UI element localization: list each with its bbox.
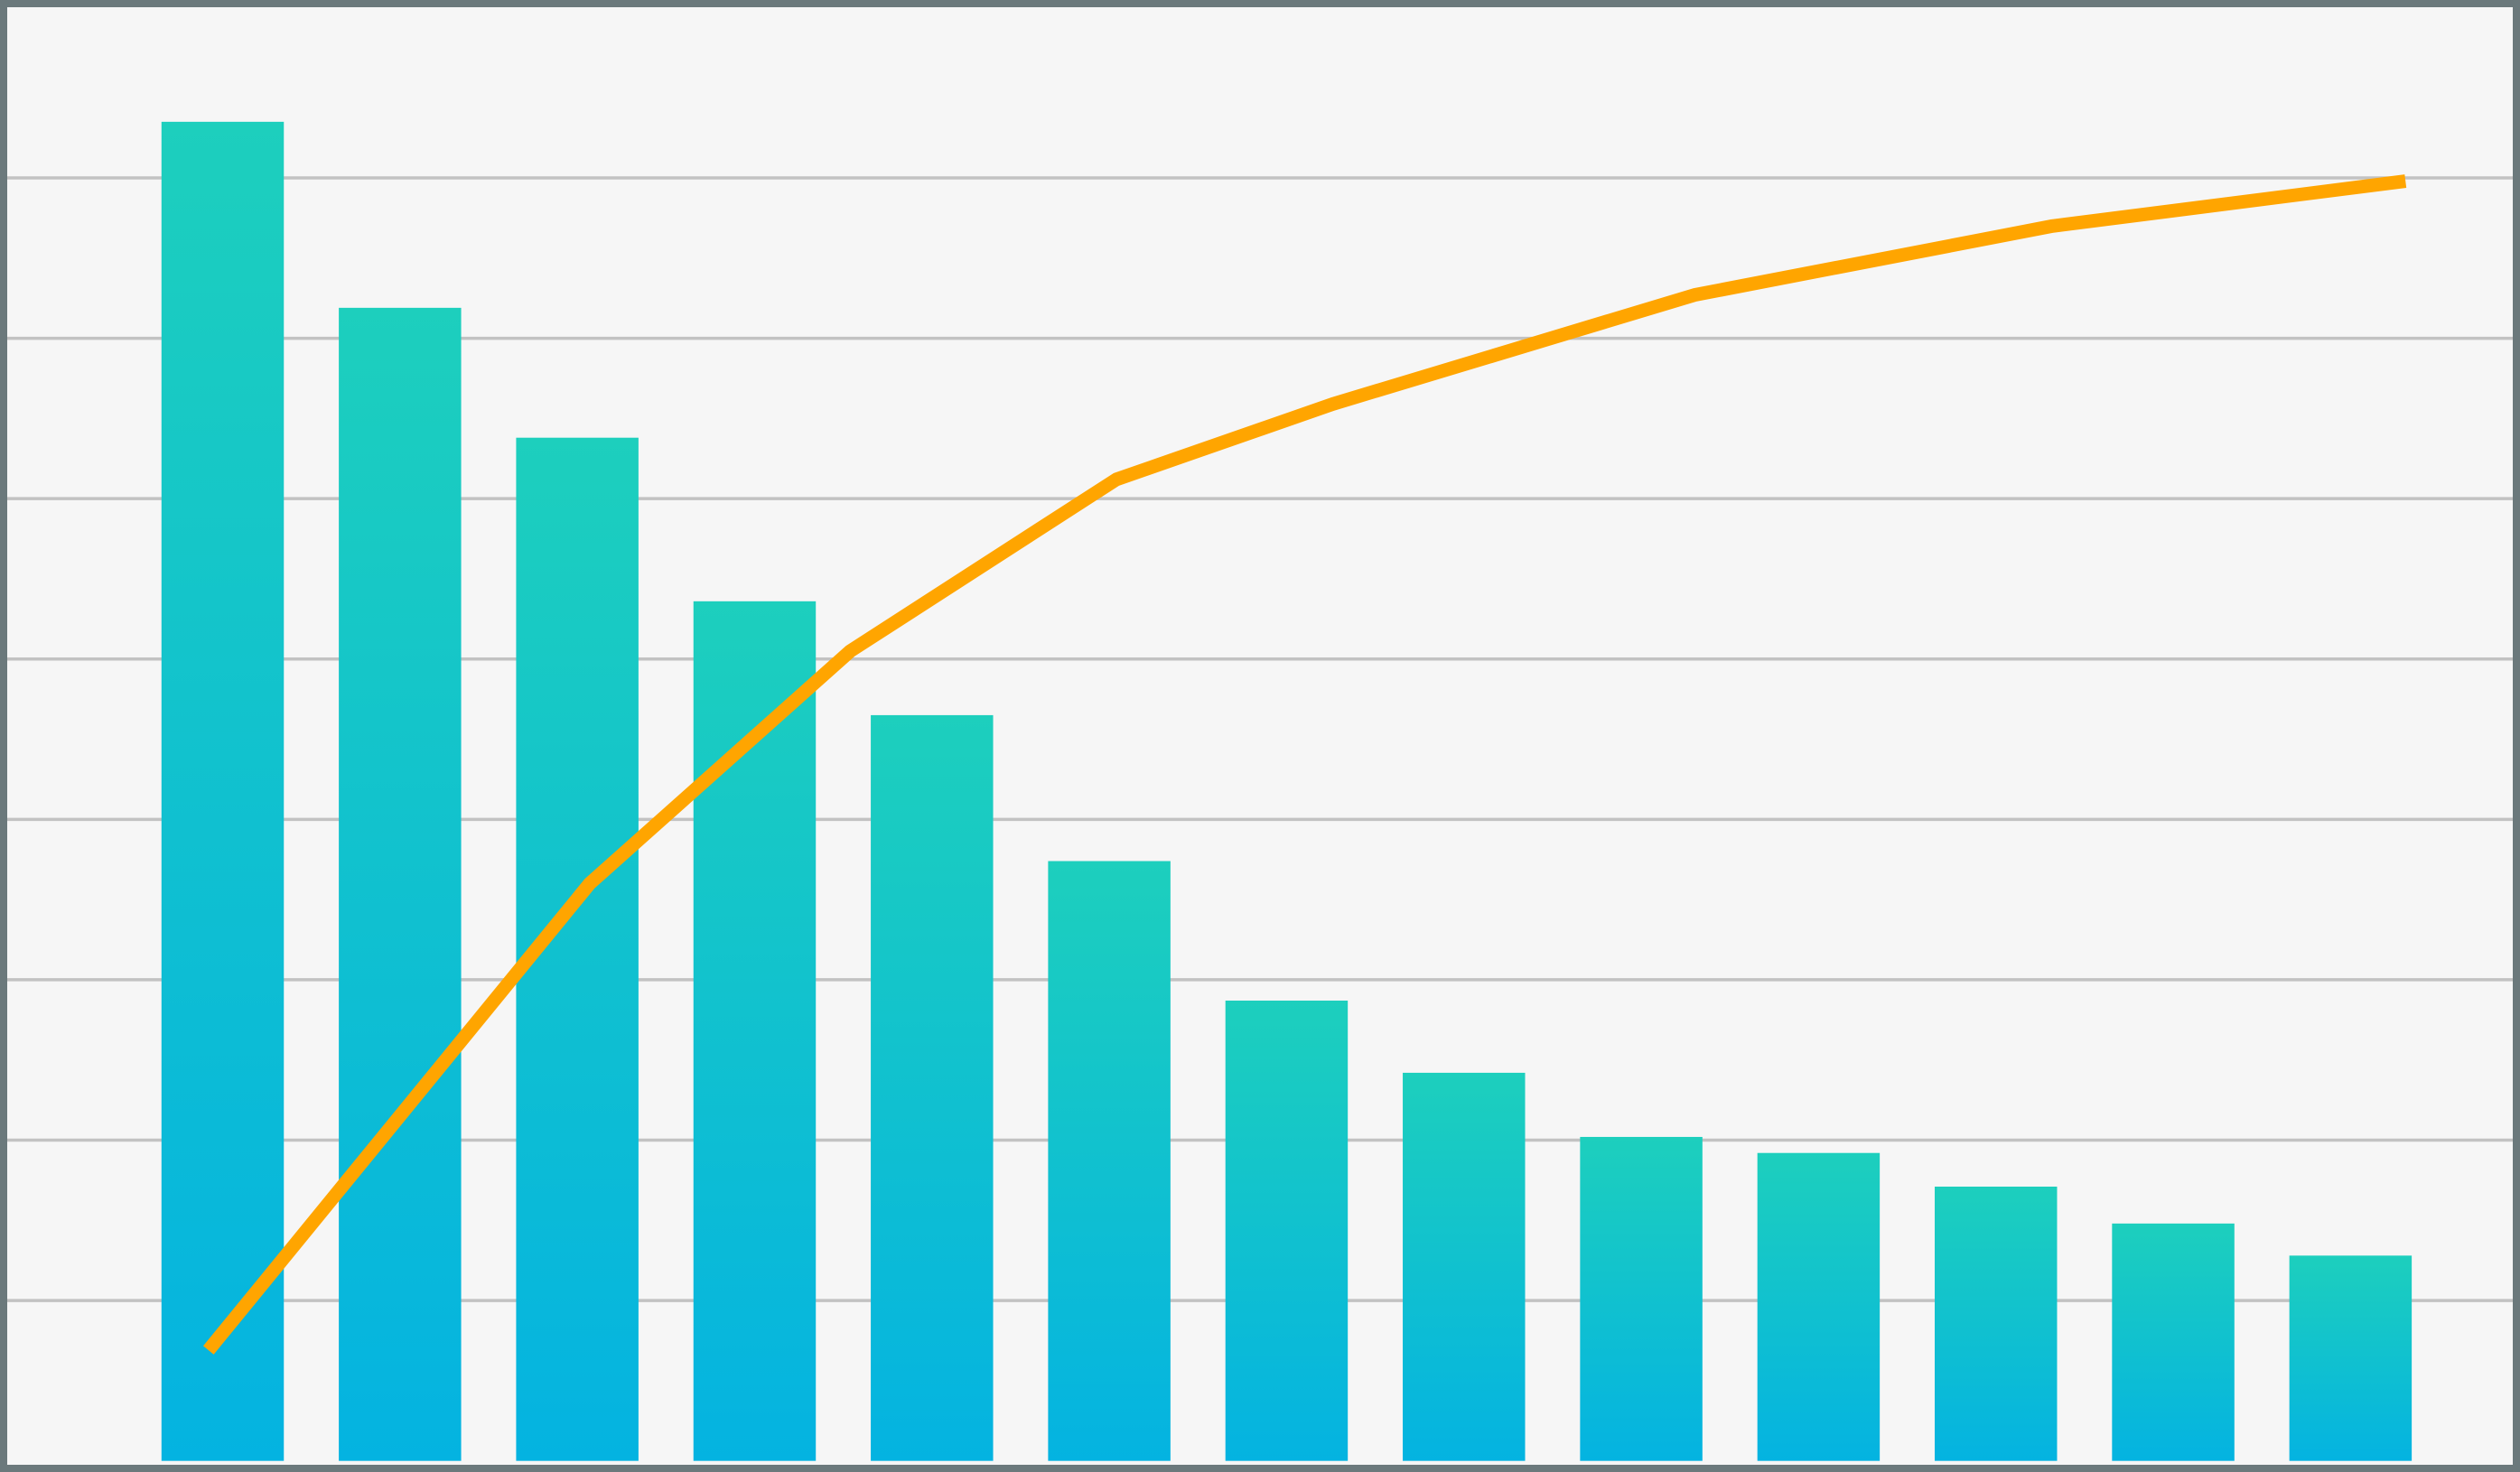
bar [161,121,285,1461]
bar [1225,1001,1349,1461]
bar [1048,861,1171,1461]
bar [2112,1223,2235,1461]
bar [1757,1152,1881,1461]
bar [1935,1187,2058,1461]
bar [2289,1255,2413,1461]
bar [339,307,462,1461]
line [202,174,2407,1355]
bar [1403,1072,1526,1461]
bar [1580,1136,1703,1461]
bar [871,714,994,1461]
